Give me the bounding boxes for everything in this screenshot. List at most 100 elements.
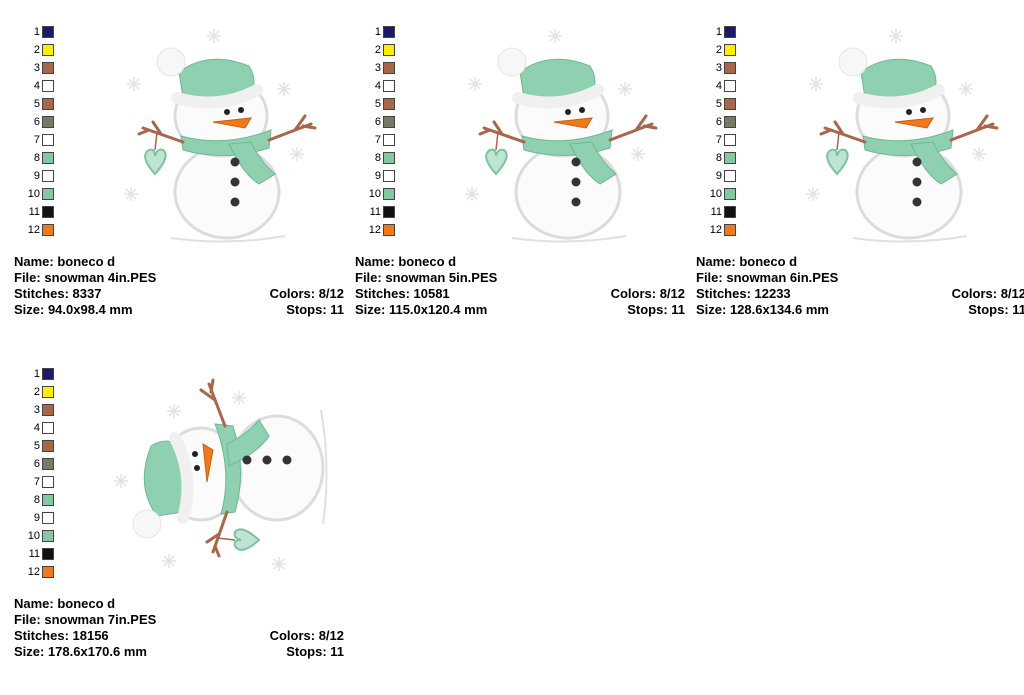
color-swatch-number: 12	[368, 224, 381, 236]
design-file: File: snowman 6in.PES	[696, 270, 839, 285]
color-swatch	[42, 170, 54, 182]
design-file: File: snowman 4in.PES	[14, 270, 157, 285]
color-swatch	[383, 62, 395, 74]
color-swatch-number: 1	[374, 26, 381, 38]
color-swatch	[42, 80, 54, 92]
color-swatch	[724, 62, 736, 74]
color-swatch	[42, 548, 54, 560]
color-swatch-row: 6	[14, 456, 54, 474]
color-swatch-number: 4	[374, 80, 381, 92]
color-swatch-row: 2	[14, 384, 54, 402]
color-swatch-row: 1	[14, 366, 54, 384]
color-swatch	[383, 134, 395, 146]
color-swatch-row: 12	[14, 564, 54, 582]
design-size: Size: 128.6x134.6 mm	[696, 302, 829, 317]
color-swatch-row: 10	[14, 186, 54, 204]
color-swatch	[42, 404, 54, 416]
color-swatch	[724, 26, 736, 38]
color-swatch	[383, 26, 395, 38]
color-swatch	[383, 116, 395, 128]
design-stitches: Stitches: 12233	[696, 286, 791, 301]
color-swatch-number: 6	[715, 116, 722, 128]
color-swatch	[724, 206, 736, 218]
color-swatch-row: 3	[355, 60, 395, 78]
color-swatch	[42, 458, 54, 470]
design-size: Size: 115.0x120.4 mm	[355, 302, 488, 317]
color-swatch-row: 7	[355, 132, 395, 150]
color-swatch	[42, 98, 54, 110]
color-swatch-row: 8	[14, 492, 54, 510]
design-colors: Colors: 8/12	[269, 628, 344, 643]
color-swatch-row: 3	[696, 60, 736, 78]
color-swatch-row: 5	[14, 438, 54, 456]
color-swatch	[42, 134, 54, 146]
color-swatch-number: 9	[33, 170, 40, 182]
color-swatch	[724, 98, 736, 110]
color-swatch	[383, 152, 395, 164]
design-colors: Colors: 8/12	[269, 286, 344, 301]
color-swatch-row: 4	[355, 78, 395, 96]
color-swatch-number: 7	[715, 134, 722, 146]
color-swatch-row: 2	[14, 42, 54, 60]
color-swatch-row: 12	[696, 222, 736, 240]
color-swatch-number: 3	[374, 62, 381, 74]
design-file: File: snowman 7in.PES	[14, 612, 157, 627]
color-swatch-number: 10	[27, 530, 40, 542]
color-swatch-row: 11	[696, 204, 736, 222]
color-swatch-number: 11	[28, 548, 40, 560]
color-swatch-number: 11	[369, 206, 381, 218]
color-swatch	[42, 206, 54, 218]
color-swatch-number: 1	[33, 26, 40, 38]
color-swatch-number: 4	[715, 80, 722, 92]
color-swatch-number: 8	[33, 494, 40, 506]
color-swatch-number: 7	[374, 134, 381, 146]
color-swatch	[42, 494, 54, 506]
snowman-embroidery-preview	[109, 366, 329, 586]
color-swatch-row: 7	[14, 132, 54, 150]
color-swatch	[724, 134, 736, 146]
color-swatch-row: 12	[355, 222, 395, 240]
color-swatch-number: 11	[28, 206, 40, 218]
color-swatch-number: 5	[715, 98, 722, 110]
color-swatch-number: 8	[33, 152, 40, 164]
design-card-1: 1 2 3 4 5 6 7 8 9 10 11 12 Name: boneco d File: sno…	[14, 24, 344, 344]
design-name: Name: boneco d	[14, 596, 116, 611]
color-swatch-row: 9	[14, 168, 54, 186]
color-swatch-row: 1	[14, 24, 54, 42]
color-swatch	[42, 152, 54, 164]
color-swatch	[42, 224, 54, 236]
color-swatch-row: 7	[14, 474, 54, 492]
color-swatch-row: 4	[14, 420, 54, 438]
color-swatch-number: 3	[33, 404, 40, 416]
color-swatch	[42, 566, 54, 578]
design-stitches: Stitches: 8337	[14, 286, 102, 301]
color-swatch-row: 5	[355, 96, 395, 114]
color-swatch	[42, 440, 54, 452]
color-swatch	[42, 116, 54, 128]
color-swatch-row: 9	[14, 510, 54, 528]
color-swatch	[42, 422, 54, 434]
snowman-embroidery-preview	[109, 24, 329, 244]
color-swatch-row: 4	[14, 78, 54, 96]
design-card-4: 1 2 3 4 5 6 7 8 9 10 11 12 Name: boneco d File: sno…	[14, 366, 344, 686]
color-swatch-number: 4	[33, 80, 40, 92]
color-swatch	[724, 80, 736, 92]
design-stops: Stops: 11	[286, 644, 344, 659]
color-swatch-row: 9	[355, 168, 395, 186]
color-swatch-number: 10	[709, 188, 722, 200]
design-stitches: Stitches: 10581	[355, 286, 450, 301]
color-swatch-row: 5	[696, 96, 736, 114]
color-swatch-row: 1	[696, 24, 736, 42]
color-swatch-number: 6	[33, 116, 40, 128]
color-swatch-row: 10	[355, 186, 395, 204]
color-swatch	[42, 188, 54, 200]
color-swatch	[383, 224, 395, 236]
color-swatch-row: 6	[696, 114, 736, 132]
design-name: Name: boneco d	[696, 254, 798, 269]
design-size: Size: 178.6x170.6 mm	[14, 644, 147, 659]
color-swatch-number: 9	[33, 512, 40, 524]
color-swatch-row: 4	[696, 78, 736, 96]
color-swatch-number: 7	[33, 134, 40, 146]
color-swatch-row: 5	[14, 96, 54, 114]
color-swatch-row: 1	[355, 24, 395, 42]
